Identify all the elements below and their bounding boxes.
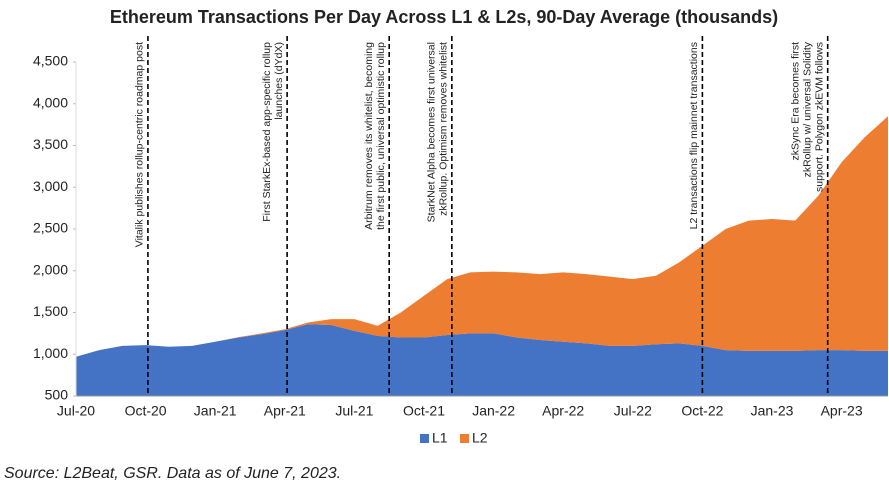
y-tick-label: 3,500 (33, 136, 68, 152)
y-tick-label: 2,000 (33, 261, 68, 277)
y-tick-label: 4,500 (33, 53, 68, 69)
y-tick-label: 4,000 (33, 94, 68, 110)
x-tick-label: Jan-23 (751, 403, 794, 419)
x-tick-label: Jul-21 (335, 403, 373, 419)
x-tick-label: Jul-22 (614, 403, 652, 419)
x-tick-label: Jul-20 (57, 403, 95, 419)
annotation-text: zkSync Era becomes first (789, 42, 801, 161)
annotation-text: launches (dYdX) (273, 42, 285, 120)
x-tick-label: Apr-21 (264, 403, 306, 419)
x-tick-label: Oct-20 (125, 403, 167, 419)
annotation-text: support. Polygon zkEVM follows (813, 42, 825, 192)
y-tick-label: 3,000 (33, 178, 68, 194)
legend-swatch (460, 434, 469, 443)
annotation-text: Vitalik publishes rollup-centric roadmap… (134, 42, 146, 247)
x-tick-label: Apr-22 (542, 403, 584, 419)
x-tick-label: Jan-21 (194, 403, 237, 419)
x-tick-label: Oct-21 (403, 403, 445, 419)
x-tick-label: Jan-22 (472, 403, 515, 419)
annotation-text: StarkNet Alpha becomes first universal (426, 42, 438, 222)
y-tick-label: 1,500 (33, 303, 68, 319)
area (76, 116, 888, 357)
annotation-text: zkRollup. Optimism removes whitelist (438, 42, 450, 216)
x-tick-label: Apr-23 (821, 403, 863, 419)
annotation-text: Arbitrum removes its whitelist, becoming (363, 42, 375, 230)
annotation-text: First StarkEx-based app-specific rollup (261, 42, 273, 222)
annotation-text: zkRollup w/ universal Solidity (801, 41, 813, 177)
annotation-text: L2 transactions flip mainnet transaction… (688, 42, 700, 229)
y-tick-label: 2,500 (33, 220, 68, 236)
y-tick-label: 1,000 (33, 345, 68, 361)
source-note: Source: L2Beat, GSR. Data as of June 7, … (4, 465, 341, 482)
chart-title: Ethereum Transactions Per Day Across L1 … (110, 7, 778, 27)
legend-label: L2 (472, 430, 488, 446)
legend-label: L1 (432, 430, 448, 446)
y-tick-label: 500 (45, 387, 69, 403)
area (76, 324, 888, 396)
x-tick-label: Oct-22 (681, 403, 723, 419)
legend-swatch (420, 434, 429, 443)
annotation-text: the first public, universal optimistic r… (375, 42, 387, 230)
